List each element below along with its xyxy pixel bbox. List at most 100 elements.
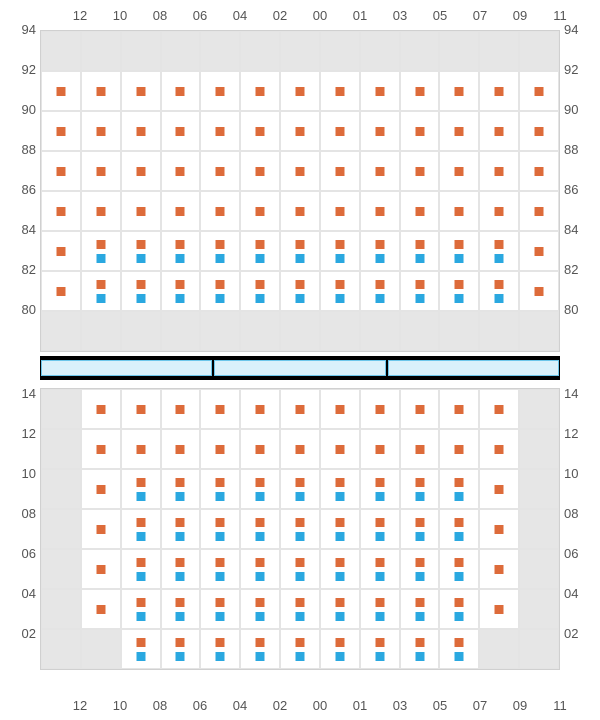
seat-cell[interactable]	[280, 589, 320, 629]
seat-cell[interactable]	[240, 191, 280, 231]
seat-cell[interactable]	[121, 549, 161, 589]
seat-cell[interactable]	[161, 629, 201, 669]
seat-cell[interactable]	[320, 111, 360, 151]
seat-cell[interactable]	[360, 151, 400, 191]
seat-cell[interactable]	[479, 271, 519, 311]
seat-cell[interactable]	[439, 231, 479, 271]
seat-cell[interactable]	[240, 271, 280, 311]
seat-cell[interactable]	[200, 151, 240, 191]
seat-cell[interactable]	[280, 271, 320, 311]
seat-cell[interactable]	[200, 111, 240, 151]
seat-cell[interactable]	[439, 509, 479, 549]
seat-cell[interactable]	[280, 71, 320, 111]
seat-cell[interactable]	[200, 389, 240, 429]
seat-cell[interactable]	[240, 111, 280, 151]
seat-cell[interactable]	[121, 231, 161, 271]
seat-cell[interactable]	[479, 71, 519, 111]
seat-cell[interactable]	[280, 231, 320, 271]
seat-cell[interactable]	[200, 509, 240, 549]
seat-cell[interactable]	[360, 111, 400, 151]
seat-cell[interactable]	[320, 589, 360, 629]
seat-cell[interactable]	[81, 389, 121, 429]
seat-cell[interactable]	[400, 469, 440, 509]
seat-cell[interactable]	[400, 589, 440, 629]
seat-cell[interactable]	[519, 271, 559, 311]
seat-cell[interactable]	[240, 509, 280, 549]
seat-cell[interactable]	[360, 231, 400, 271]
seat-cell[interactable]	[161, 389, 201, 429]
seat-cell[interactable]	[519, 111, 559, 151]
seat-cell[interactable]	[121, 469, 161, 509]
seat-cell[interactable]	[320, 231, 360, 271]
seat-cell[interactable]	[161, 549, 201, 589]
seat-cell[interactable]	[81, 509, 121, 549]
seat-cell[interactable]	[200, 549, 240, 589]
seat-cell[interactable]	[41, 271, 81, 311]
seat-cell[interactable]	[400, 549, 440, 589]
seat-cell[interactable]	[121, 509, 161, 549]
seat-cell[interactable]	[320, 469, 360, 509]
seat-cell[interactable]	[200, 191, 240, 231]
seat-cell[interactable]	[280, 509, 320, 549]
seat-cell[interactable]	[200, 71, 240, 111]
seat-cell[interactable]	[161, 231, 201, 271]
seat-cell[interactable]	[479, 151, 519, 191]
seat-cell[interactable]	[161, 509, 201, 549]
seat-cell[interactable]	[519, 151, 559, 191]
seat-cell[interactable]	[41, 191, 81, 231]
seat-cell[interactable]	[360, 629, 400, 669]
seat-cell[interactable]	[280, 151, 320, 191]
seat-cell[interactable]	[41, 71, 81, 111]
seat-cell[interactable]	[41, 151, 81, 191]
seat-cell[interactable]	[320, 509, 360, 549]
seat-cell[interactable]	[360, 509, 400, 549]
seat-cell[interactable]	[200, 469, 240, 509]
seat-cell[interactable]	[81, 231, 121, 271]
seat-cell[interactable]	[320, 271, 360, 311]
seat-cell[interactable]	[400, 71, 440, 111]
seat-cell[interactable]	[439, 111, 479, 151]
seat-cell[interactable]	[479, 549, 519, 589]
seat-cell[interactable]	[121, 629, 161, 669]
seat-cell[interactable]	[479, 191, 519, 231]
seat-cell[interactable]	[519, 71, 559, 111]
seat-cell[interactable]	[121, 71, 161, 111]
seat-cell[interactable]	[81, 71, 121, 111]
seat-cell[interactable]	[439, 271, 479, 311]
seat-cell[interactable]	[439, 71, 479, 111]
seat-cell[interactable]	[280, 111, 320, 151]
seat-cell[interactable]	[200, 271, 240, 311]
seat-cell[interactable]	[240, 151, 280, 191]
seat-cell[interactable]	[439, 469, 479, 509]
seat-cell[interactable]	[320, 191, 360, 231]
seat-cell[interactable]	[200, 231, 240, 271]
seat-cell[interactable]	[81, 469, 121, 509]
seat-cell[interactable]	[200, 589, 240, 629]
seat-cell[interactable]	[320, 549, 360, 589]
seat-cell[interactable]	[121, 589, 161, 629]
seat-cell[interactable]	[81, 271, 121, 311]
seat-cell[interactable]	[400, 389, 440, 429]
seat-cell[interactable]	[360, 389, 400, 429]
seat-cell[interactable]	[400, 191, 440, 231]
seat-cell[interactable]	[320, 629, 360, 669]
seat-cell[interactable]	[400, 271, 440, 311]
seat-cell[interactable]	[161, 151, 201, 191]
seat-cell[interactable]	[479, 589, 519, 629]
seat-cell[interactable]	[240, 231, 280, 271]
seat-cell[interactable]	[121, 429, 161, 469]
seat-cell[interactable]	[400, 629, 440, 669]
seat-cell[interactable]	[360, 271, 400, 311]
seat-cell[interactable]	[479, 389, 519, 429]
seat-cell[interactable]	[121, 271, 161, 311]
seat-cell[interactable]	[81, 111, 121, 151]
seat-cell[interactable]	[320, 71, 360, 111]
seat-cell[interactable]	[439, 429, 479, 469]
seat-cell[interactable]	[161, 271, 201, 311]
seat-cell[interactable]	[81, 429, 121, 469]
seat-cell[interactable]	[320, 389, 360, 429]
seat-cell[interactable]	[439, 629, 479, 669]
seat-cell[interactable]	[280, 191, 320, 231]
seat-cell[interactable]	[400, 509, 440, 549]
seat-cell[interactable]	[400, 111, 440, 151]
